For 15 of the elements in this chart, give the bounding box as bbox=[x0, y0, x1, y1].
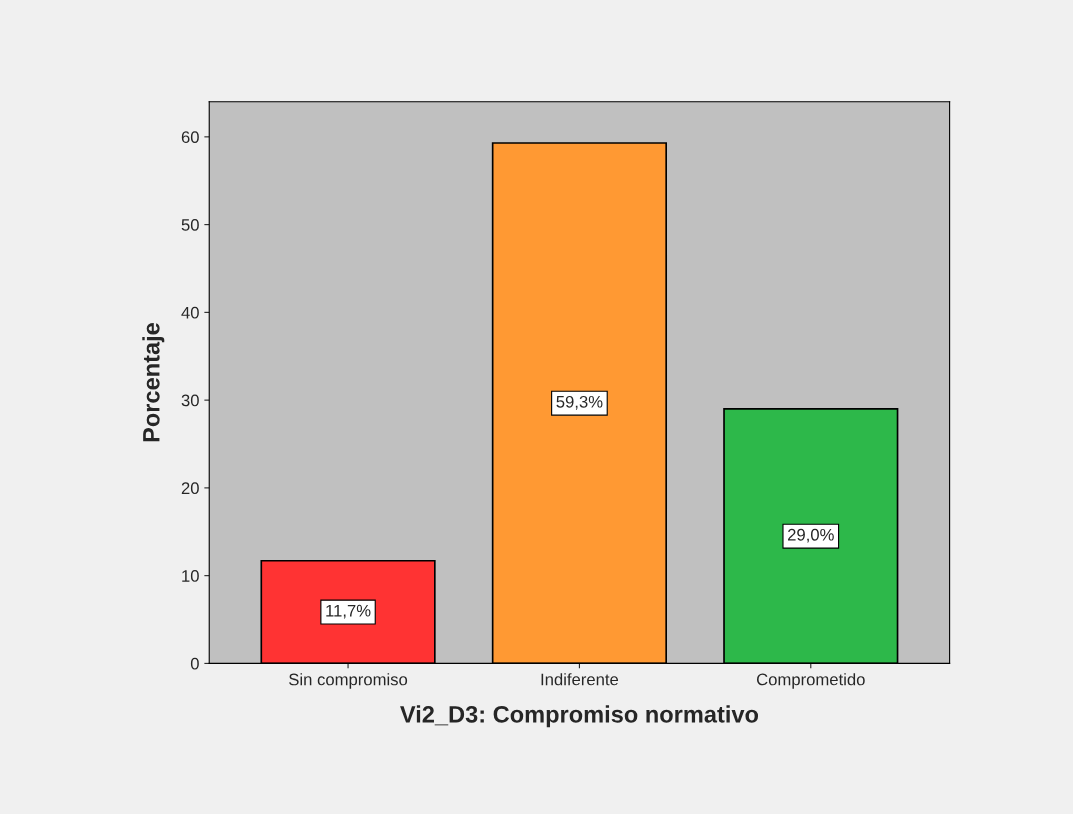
y-tick-label: 20 bbox=[181, 482, 199, 495]
x-tick-label: Sin compromiso bbox=[289, 673, 408, 689]
y-tick-label: 50 bbox=[181, 219, 199, 231]
y-tick-label: 60 bbox=[181, 131, 199, 144]
y-axis-title: Porcentaje bbox=[142, 323, 165, 442]
x-tick-label: Comprometido bbox=[756, 673, 865, 689]
x-axis-title: Vi2_D3: Compromiso normativo bbox=[400, 705, 759, 728]
y-tick-label: 40 bbox=[181, 306, 199, 319]
y-tick-label: 30 bbox=[181, 394, 199, 407]
data-label: 11,7% bbox=[326, 604, 371, 619]
y-tick-label: 10 bbox=[182, 570, 199, 582]
data-label: 29,0% bbox=[788, 528, 834, 543]
x-tick-label: Indiferente bbox=[541, 673, 619, 686]
y-tick-label: 0 bbox=[190, 657, 199, 670]
data-label: 59,3% bbox=[556, 395, 603, 410]
